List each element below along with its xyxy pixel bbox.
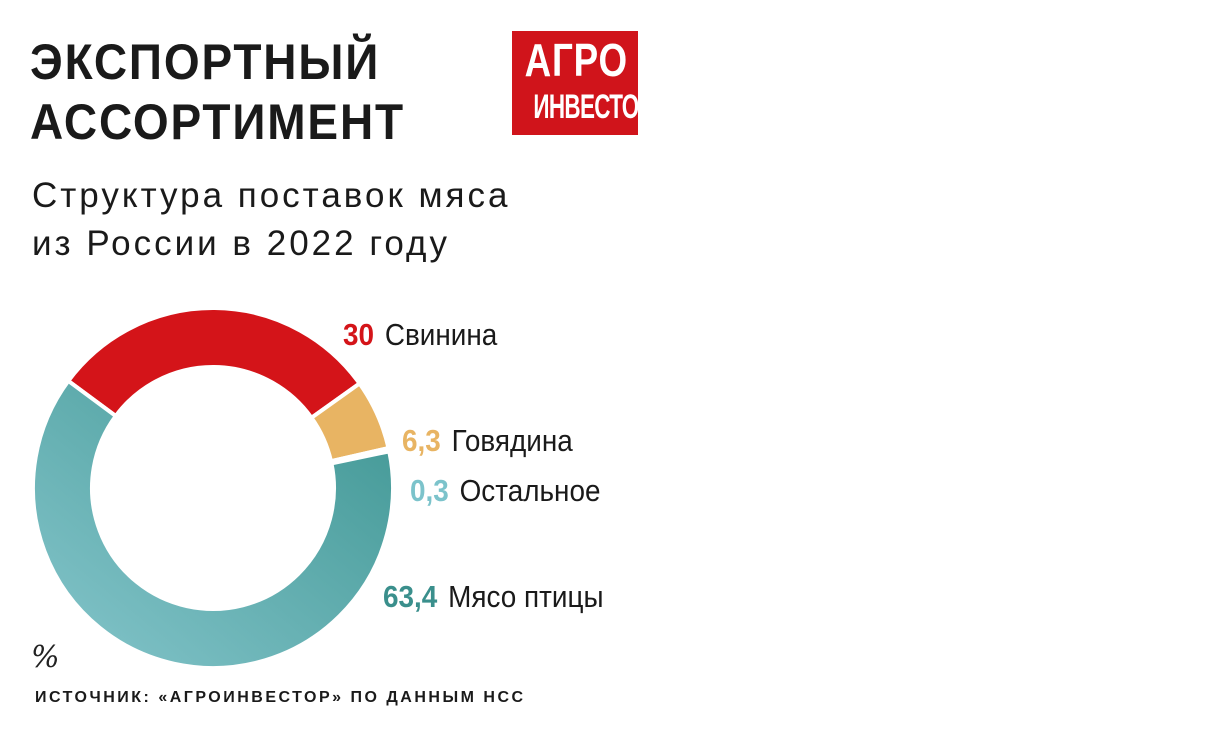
unit-label: % — [31, 640, 60, 675]
source-note: ИСТОЧНИК: «АГРОИНВЕСТОР» ПО ДАННЫМ НСС — [35, 689, 526, 706]
slice-value-other: 0,3 — [410, 473, 449, 508]
slice-label-other: 0,3 Остальное — [410, 473, 600, 509]
subtitle-line-2: из России в 2022 году — [32, 224, 450, 263]
title-line-2: АССОРТИМЕНТ — [30, 94, 405, 150]
agroinvestor-logo: АГРО ИНВЕСТОР — [512, 31, 638, 135]
title-line-1: ЭКСПОРТНЫЙ — [30, 34, 381, 90]
logo-line-1: АГРО — [524, 34, 628, 86]
chart-subtitle: Структура поставок мяса из России в 2022… — [32, 172, 510, 268]
slice-name-beef: Говядина — [451, 423, 573, 458]
slice-label-pork: 30 Свинина — [343, 317, 497, 353]
donut-slices — [31, 306, 395, 670]
chart-title: ЭКСПОРТНЫЙ АССОРТИМЕНТ — [30, 32, 405, 152]
donut-slice-poultry — [31, 378, 395, 670]
subtitle-line-1: Структура поставок мяса — [32, 176, 511, 215]
slice-value-pork: 30 — [343, 317, 375, 352]
donut-slice-pork — [66, 306, 362, 420]
slice-value-beef: 6,3 — [402, 423, 441, 458]
slice-name-pork: Свинина — [384, 317, 498, 352]
slice-name-other: Остальное — [459, 473, 601, 508]
slice-label-beef: 6,3 Говядина — [402, 423, 573, 459]
slice-value-poultry: 63,4 — [383, 579, 438, 614]
slice-label-poultry: 63,4 Мясо птицы — [383, 579, 604, 615]
slice-name-poultry: Мясо птицы — [448, 579, 604, 614]
